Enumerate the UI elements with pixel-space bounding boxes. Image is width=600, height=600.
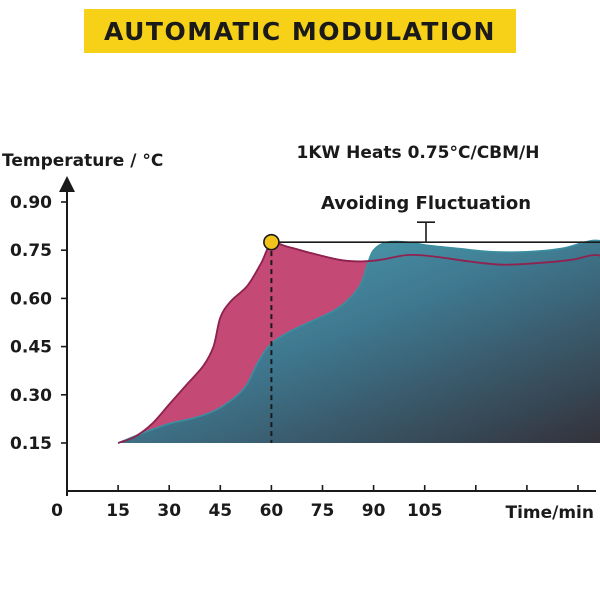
title-banner: AUTOMATIC MODULATION	[84, 9, 516, 53]
y-tick-label: 0.30	[10, 386, 52, 406]
y-tick-label: 0.75	[10, 241, 52, 261]
x-tick-label: 45	[208, 501, 232, 521]
y-axis-label: Temperature / °C	[2, 151, 163, 171]
x-tick-label: 90	[362, 501, 386, 521]
x-tick-label: 30	[157, 501, 181, 521]
x-axis-label: Time/min	[505, 503, 594, 523]
x-tick-label: 75	[311, 501, 335, 521]
y-tick-label: 0.90	[10, 193, 52, 213]
axis-ticks: 0.15 0.30 0.45 0.60 0.75 0.90 15 30 45 60 75 90 105	[10, 193, 579, 521]
pink-series-line-top	[117, 242, 600, 444]
series-areas	[117, 239, 600, 444]
banner-title: AUTOMATIC MODULATION	[104, 16, 496, 46]
x-tick-label: 105	[407, 501, 443, 521]
teal-series-area	[118, 240, 600, 443]
y-tick-label: 0.45	[10, 338, 52, 358]
marker-point-1	[263, 233, 280, 251]
y-tick-label: 0.15	[10, 434, 52, 454]
fluctuation-annotation: Avoiding Fluctuation	[321, 193, 531, 214]
teal-series-line	[117, 239, 600, 444]
x-tick-label: 15	[106, 501, 130, 521]
chart-subtitle: 1KW Heats 0.75°C/CBM/H	[297, 143, 540, 163]
x-origin-label: 0	[51, 501, 63, 521]
y-tick-label: 0.60	[10, 289, 52, 309]
x-tick-label: 60	[260, 501, 284, 521]
chart-overlay: Avoiding Fluctuation	[263, 193, 600, 443]
